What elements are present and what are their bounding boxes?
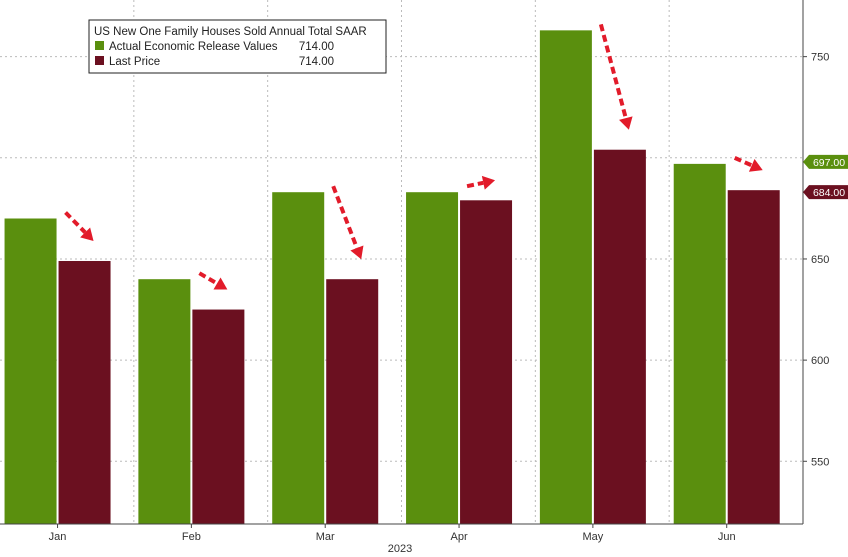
arrow-head-apr [481, 175, 496, 190]
x-tick-label: Jun [718, 531, 736, 543]
y-tick-label: 600 [811, 355, 829, 367]
arrow-apr [466, 180, 484, 189]
last-value-badges: 697.00 684.00 [803, 154, 848, 200]
bar-actual-mar [272, 192, 325, 524]
bar-actual-jan [4, 218, 57, 524]
gridlines [0, 0, 803, 524]
arrow-feb [198, 271, 219, 286]
badge-label: 684.00 [813, 187, 845, 199]
badge-bg [803, 185, 848, 200]
arrow-head-feb [213, 277, 228, 290]
y-tick-label: 550 [811, 456, 829, 468]
bar-last-price-mar [326, 279, 379, 524]
badge-bg [803, 154, 848, 169]
arrow-jan [64, 211, 87, 234]
bar-last-price-jan [58, 260, 111, 524]
x-tick-label: May [582, 531, 603, 543]
arrow-head-jun [748, 158, 763, 172]
arrow-may [598, 23, 628, 119]
arrow-mar [331, 185, 359, 249]
legend-label-actual: Actual Economic Release Values [109, 41, 278, 53]
arrow-head-may [619, 116, 633, 130]
legend-label-last-price: Last Price [109, 56, 160, 68]
bar-actual-may [539, 30, 592, 524]
bar-actual-apr [406, 192, 459, 524]
y-axis-ticks: 550 600 650 750 [803, 52, 829, 468]
x-tick-label: Jan [49, 531, 67, 543]
y-tick-label: 750 [811, 52, 829, 64]
bar-actual-feb [138, 279, 191, 524]
badge-label: 697.00 [813, 157, 845, 169]
legend-value-actual: 714.00 [299, 41, 334, 53]
legend-swatch-last-price [95, 56, 104, 65]
trend-arrows [64, 23, 763, 290]
bar-last-price-apr [460, 200, 513, 524]
x-tick-label: Mar [316, 531, 335, 543]
x-tick-label: Feb [182, 531, 201, 543]
x-axis-ticks: Jan Feb Mar Apr May Jun [49, 524, 736, 543]
arrow-jun [733, 156, 753, 168]
x-tick-label: Apr [450, 531, 467, 543]
bar-actual-jun [673, 163, 726, 524]
y-tick-label: 650 [811, 254, 829, 266]
x-axis-label: 2023 [388, 543, 412, 555]
bar-last-price-jun [727, 190, 780, 524]
bar-last-price-feb [192, 309, 245, 524]
legend: US New One Family Houses Sold Annual Tot… [88, 19, 387, 74]
legend-title: US New One Family Houses Sold Annual Tot… [94, 26, 367, 38]
legend-value-last-price: 714.00 [299, 56, 334, 68]
bars [4, 30, 780, 524]
legend-swatch-actual [95, 41, 104, 50]
bar-last-price-may [593, 149, 646, 524]
arrow-head-mar [350, 245, 364, 260]
arrow-head-jan [80, 227, 94, 241]
